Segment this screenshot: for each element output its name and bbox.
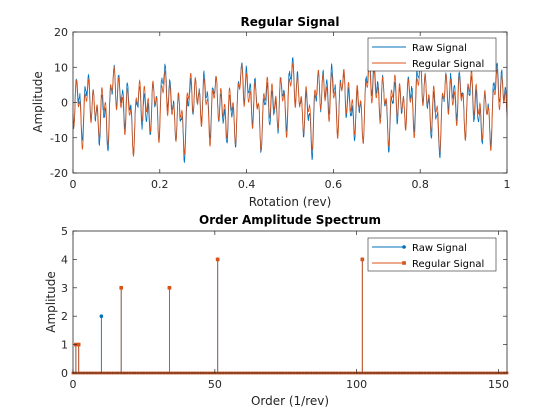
y-tick-label: 5: [61, 225, 68, 238]
x-tick-label: 150: [488, 378, 509, 391]
top-series-group: [72, 54, 508, 163]
x-tick-label: 0.4: [238, 178, 256, 191]
top-legend-regular-label: Regular Signal: [412, 59, 484, 70]
top-legend-raw-label: Raw Signal: [412, 43, 467, 54]
regular-signal-line: [72, 60, 508, 157]
top-y-axis-label: Amplitude: [31, 71, 45, 133]
raw-stem-marker: [99, 314, 104, 319]
top-axes: Regular Signal 0 0.2 0.4 0.6 0.8 1 -20 -10 0 10 2…: [31, 15, 511, 209]
bottom-axes: Order Amplitude Spectrum 0 50 100 150 0 1 2 3 4…: [44, 213, 509, 408]
x-tick-label: 0.2: [151, 178, 169, 191]
bottom-legend-regular-marker: [402, 261, 406, 265]
y-tick-label: 4: [61, 253, 68, 266]
regular-stem-marker: [76, 342, 81, 347]
axis-frame: [72, 230, 508, 374]
y-tick-label: 3: [61, 282, 68, 295]
bottom-legend-raw-label: Raw Signal: [412, 243, 467, 254]
regular-stem-marker: [167, 286, 172, 290]
y-tick-label: -20: [50, 167, 68, 180]
bottom-title: Order Amplitude Spectrum: [199, 213, 381, 227]
x-tick-label: 0.6: [325, 178, 343, 191]
x-tick-label: 50: [208, 378, 222, 391]
x-tick-label: 0: [70, 178, 77, 191]
bottom-y-axis-label: Amplitude: [44, 271, 58, 333]
x-tick-label: 0: [70, 378, 77, 391]
x-tick-label: 1: [504, 178, 511, 191]
regular-stem-marker: [215, 257, 220, 262]
top-x-ticks: 0 0.2 0.4 0.6 0.8 1: [70, 32, 511, 191]
x-tick-label: 100: [346, 378, 367, 391]
y-tick-label: 2: [61, 310, 68, 323]
bottom-x-axis-label: Order (1/rev): [251, 394, 329, 408]
bottom-legend-box: [367, 237, 497, 272]
x-tick-label: 0.8: [411, 178, 429, 191]
top-x-axis-label: Rotation (rev): [249, 195, 332, 209]
top-y-ticks: -20 -10 0 10 20: [50, 26, 507, 180]
y-tick-label: 20: [54, 26, 68, 39]
y-tick-label: 0: [61, 367, 68, 380]
y-tick-label: 0: [61, 97, 68, 110]
bottom-legend-raw-marker: [402, 245, 406, 249]
bottom-x-ticks: 0 50 100 150: [70, 231, 509, 391]
y-tick-label: 10: [54, 61, 68, 74]
top-legend-box: [367, 37, 497, 72]
regular-stem-marker: [119, 286, 124, 290]
y-tick-label: -10: [50, 132, 68, 145]
bottom-legend: Raw Signal Regular Signal: [367, 237, 497, 272]
bottom-axis-box: [72, 230, 508, 374]
regular-stem-marker: [360, 257, 365, 262]
y-tick-label: 1: [61, 339, 68, 352]
bottom-y-ticks: 0 1 2 3 4 5: [61, 225, 507, 380]
top-title: Regular Signal: [241, 15, 340, 29]
top-legend: Raw Signal Regular Signal: [367, 37, 497, 72]
bottom-legend-regular-label: Regular Signal: [412, 259, 484, 270]
